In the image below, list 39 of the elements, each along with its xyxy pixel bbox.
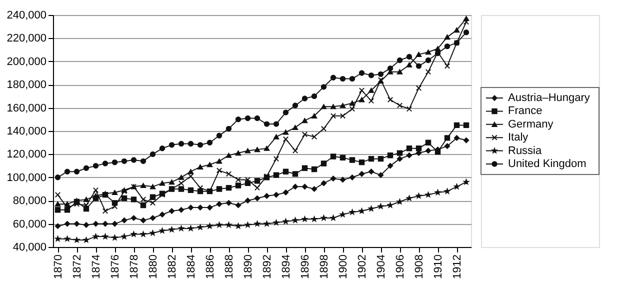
x-tick-label: 1880 — [147, 254, 160, 279]
x-tick-label: 1890 — [242, 254, 254, 279]
x-tick-label: 1886 — [204, 254, 216, 279]
x-tick-label: 1894 — [280, 254, 292, 279]
legend-label: Germany — [508, 118, 554, 130]
legend-label: Austria–Hungary — [508, 92, 590, 104]
x-tick-label: 1872 — [71, 254, 84, 279]
y-tick-label: 200,000 — [6, 56, 46, 68]
legend-label: United Kingdom — [508, 158, 586, 170]
y-tick-label: 100,000 — [6, 172, 46, 184]
x-tick-label: 1888 — [223, 254, 236, 279]
x-tick-label: 1878 — [128, 254, 140, 279]
y-tick-label: 240,000 — [6, 10, 46, 22]
y-tick-label: 80,000 — [12, 195, 46, 208]
y-tick-label: 60,000 — [12, 218, 46, 230]
legend-label: Italy — [508, 132, 529, 144]
x-tick-label: 1892 — [261, 254, 274, 279]
x-tick-label: 1896 — [299, 254, 312, 279]
x-tick-label: 1900 — [337, 254, 350, 279]
x-tick-label: 1912 — [451, 254, 464, 279]
x-tick-label: 1906 — [394, 254, 406, 279]
x-tick-label: 1908 — [413, 254, 426, 279]
x-tick-label: 1898 — [318, 254, 330, 279]
x-tick-label: 1902 — [356, 254, 368, 279]
x-tick-label: 1874 — [90, 254, 102, 279]
y-tick-label: 120,000 — [6, 148, 46, 161]
y-tick-label: 40,000 — [12, 242, 46, 254]
x-tick-label: 1910 — [432, 254, 444, 279]
x-tick-label: 1884 — [185, 254, 198, 279]
x-tick-label: 1876 — [109, 254, 122, 279]
y-tick-label: 180,000 — [6, 79, 46, 92]
x-tick-label: 1870 — [52, 254, 64, 279]
legend-label: Russia — [508, 144, 543, 157]
y-tick-label: 220,000 — [6, 32, 46, 45]
x-tick-label: 1882 — [166, 254, 178, 279]
y-tick-label: 160,000 — [6, 102, 46, 114]
legend-label: France — [508, 105, 542, 118]
x-tick-label: 1904 — [375, 254, 388, 279]
y-tick-label: 140,000 — [6, 126, 46, 138]
